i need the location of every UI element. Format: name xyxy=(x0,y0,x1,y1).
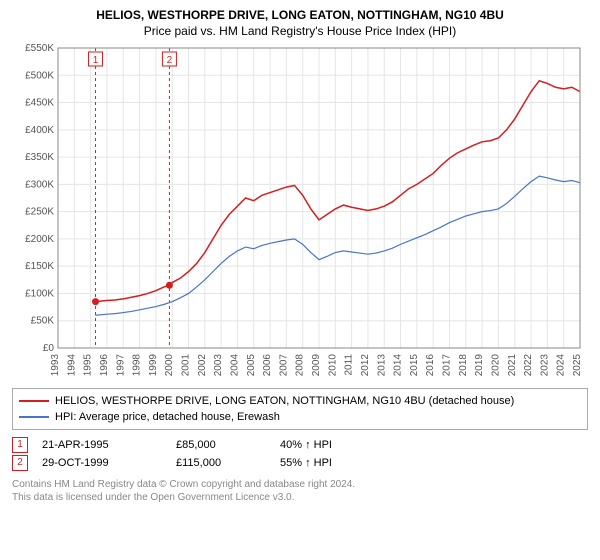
svg-text:1: 1 xyxy=(93,55,99,66)
svg-text:£50K: £50K xyxy=(31,316,55,327)
svg-text:£400K: £400K xyxy=(25,125,54,136)
footer: Contains HM Land Registry data © Crown c… xyxy=(12,478,588,504)
marker-date: 21-APR-1995 xyxy=(42,439,162,451)
svg-text:2017: 2017 xyxy=(442,354,453,377)
svg-text:2018: 2018 xyxy=(458,354,469,377)
legend-swatch xyxy=(19,400,49,402)
svg-text:2007: 2007 xyxy=(278,354,289,377)
svg-text:2023: 2023 xyxy=(539,354,550,377)
legend-row: HELIOS, WESTHORPE DRIVE, LONG EATON, NOT… xyxy=(19,393,581,409)
chart-area: £0 £50K £100K £150K £200K £250K £300K £350K £400… xyxy=(12,42,588,382)
svg-text:2001: 2001 xyxy=(181,354,192,377)
marker-price: £115,000 xyxy=(176,457,266,469)
marker-row: 2 29-OCT-1999 £115,000 55% ↑ HPI xyxy=(12,454,588,472)
marker-delta: 55% ↑ HPI xyxy=(280,457,332,469)
legend-label: HPI: Average price, detached house, Erew… xyxy=(55,411,280,423)
svg-text:1998: 1998 xyxy=(132,354,143,377)
svg-text:2009: 2009 xyxy=(311,354,322,377)
svg-text:2025: 2025 xyxy=(572,354,583,377)
marker-date: 29-OCT-1999 xyxy=(42,457,162,469)
svg-text:£150K: £150K xyxy=(25,261,54,272)
svg-text:2020: 2020 xyxy=(490,354,501,377)
svg-text:2022: 2022 xyxy=(523,354,534,377)
svg-text:£350K: £350K xyxy=(25,152,54,163)
svg-text:£300K: £300K xyxy=(25,179,54,190)
svg-text:£200K: £200K xyxy=(25,234,54,245)
svg-text:2004: 2004 xyxy=(229,354,240,377)
svg-text:1995: 1995 xyxy=(83,354,94,377)
svg-text:1996: 1996 xyxy=(99,354,110,377)
svg-text:2003: 2003 xyxy=(213,354,224,377)
svg-text:2006: 2006 xyxy=(262,354,273,377)
svg-text:2011: 2011 xyxy=(344,354,355,376)
chart-title: HELIOS, WESTHORPE DRIVE, LONG EATON, NOT… xyxy=(12,8,588,22)
svg-text:1997: 1997 xyxy=(115,354,126,377)
svg-text:2002: 2002 xyxy=(197,354,208,377)
svg-text:2000: 2000 xyxy=(164,354,175,377)
svg-text:£450K: £450K xyxy=(25,98,54,109)
chart-subtitle: Price paid vs. HM Land Registry's House … xyxy=(12,24,588,38)
marker-table: 1 21-APR-1995 £85,000 40% ↑ HPI 2 29-OCT-1999… xyxy=(12,436,588,472)
svg-text:2024: 2024 xyxy=(556,354,567,377)
svg-text:1994: 1994 xyxy=(66,354,77,377)
svg-text:2012: 2012 xyxy=(360,354,371,377)
legend-swatch xyxy=(19,416,49,418)
svg-text:2019: 2019 xyxy=(474,354,485,377)
marker-number-box: 2 xyxy=(12,455,28,471)
marker-row: 1 21-APR-1995 £85,000 40% ↑ HPI xyxy=(12,436,588,454)
marker-delta: 40% ↑ HPI xyxy=(280,439,332,451)
svg-text:£500K: £500K xyxy=(25,70,54,81)
svg-text:£250K: £250K xyxy=(25,207,54,218)
svg-text:2005: 2005 xyxy=(246,354,257,377)
legend: HELIOS, WESTHORPE DRIVE, LONG EATON, NOT… xyxy=(12,388,588,430)
footer-line-2: This data is licensed under the Open Gov… xyxy=(12,491,588,504)
marker-price: £85,000 xyxy=(176,439,266,451)
svg-text:2013: 2013 xyxy=(376,354,387,377)
svg-text:2: 2 xyxy=(167,55,173,66)
legend-label: HELIOS, WESTHORPE DRIVE, LONG EATON, NOT… xyxy=(55,395,514,407)
svg-text:2016: 2016 xyxy=(425,354,436,377)
svg-text:2015: 2015 xyxy=(409,354,420,377)
svg-text:2010: 2010 xyxy=(327,354,338,377)
legend-row: HPI: Average price, detached house, Erew… xyxy=(19,409,581,425)
svg-text:1993: 1993 xyxy=(50,354,61,377)
footer-line-1: Contains HM Land Registry data © Crown c… xyxy=(12,478,588,491)
marker-number-box: 1 xyxy=(12,437,28,453)
svg-text:2021: 2021 xyxy=(507,354,518,377)
svg-text:£550K: £550K xyxy=(25,43,54,54)
svg-text:2008: 2008 xyxy=(295,354,306,377)
svg-text:2014: 2014 xyxy=(393,354,404,377)
svg-text:1999: 1999 xyxy=(148,354,159,377)
chart-svg: £0 £50K £100K £150K £200K £250K £300K £350K £400… xyxy=(12,42,588,382)
svg-text:£0: £0 xyxy=(43,343,55,354)
svg-text:£100K: £100K xyxy=(25,288,54,299)
